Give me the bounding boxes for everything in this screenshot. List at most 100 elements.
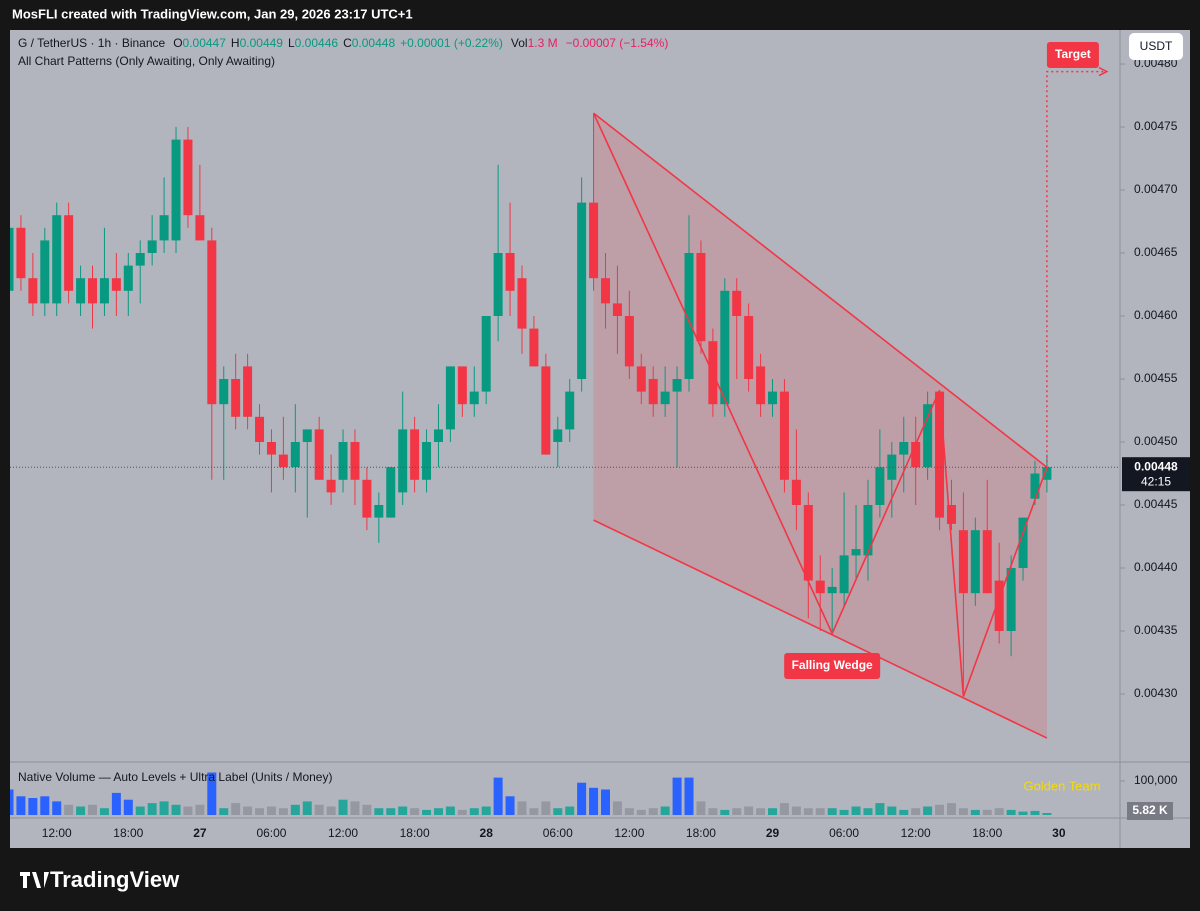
candle-body [601,278,610,304]
candle-body [899,441,909,455]
candle-body [744,316,754,379]
candle-body [64,215,74,291]
x-tick-label: 12:00 [42,826,72,840]
y-tick-label: 0.00450 [1134,434,1178,448]
volume-bar [815,808,825,815]
y-tick-label: 0.00430 [1134,686,1178,700]
volume-bar [40,796,50,815]
candle-body [732,290,742,317]
wedge-badge [784,653,881,679]
candle-body [1030,473,1040,499]
x-tick-label: 06:00 [543,826,573,840]
legend: G / TetherUS · 1h · Binance O0.00447 H0.00… [18,36,668,50]
volume-bar [159,801,169,815]
candle-body [266,441,276,455]
candle-body [374,504,384,518]
volume-bar [720,809,730,815]
volume-bar [123,799,133,815]
x-tick-label: 06:00 [829,826,859,840]
candle-body [219,378,229,405]
candle-body [935,391,945,518]
candle-body [529,328,539,367]
volume-bar [266,806,276,815]
candle-body [314,429,324,480]
candle-body [338,441,348,480]
candle-body [481,316,491,392]
candle-body [183,139,193,216]
c-val: 0.00448 [352,36,396,50]
volume-bar [362,804,372,815]
volume-bar [243,806,253,815]
candle-body [768,391,778,405]
x-tick-label: 12:00 [328,826,358,840]
volume-bar [601,789,610,815]
candle-body [612,303,622,317]
candle-body [875,467,885,505]
volume-bar [147,803,157,815]
target-badge [1046,42,1099,68]
candle-body [88,278,98,304]
candle-body [350,441,360,480]
vol-key: Vol [511,36,528,50]
symbol: G / TetherUS · 1h · Binance [18,36,166,50]
currency[interactable]: USDT [1140,39,1173,53]
candle-body [803,504,813,581]
candle-body [16,227,26,279]
volume-bar [469,808,479,815]
candle-body [362,479,372,518]
candle-body [779,391,789,480]
x-tick-label: 18:00 [400,826,430,840]
target-line [1046,70,1105,468]
candle-body [159,215,169,241]
candle-body [410,429,420,480]
volume-bar [326,806,336,815]
candle-body [565,391,575,430]
volume-bar [1006,809,1016,815]
volume-bar [517,801,527,815]
candle-body [433,429,443,442]
candle-body [326,479,336,493]
watermark: Golden Team [1023,778,1100,793]
candle-body [99,278,109,304]
candle-body [207,240,217,405]
wedge-zigzag [592,112,1048,697]
vol-val: 1.3 M [528,36,558,50]
volume-tick-label: 100,000 [1134,773,1178,787]
candle-body [147,240,157,254]
y-tick-label: 0.00445 [1134,497,1178,511]
x-tick-label: 30 [1052,826,1066,840]
y-tick-label: 0.00435 [1134,623,1178,637]
candle-body [624,316,634,367]
volume-bar [935,804,945,815]
candle-body [970,530,980,594]
currency-button[interactable] [1129,33,1183,60]
candle-body [40,240,50,304]
price-badge-label: 0.00448 [1134,459,1178,473]
volume-bar [839,809,849,815]
volume-bar [791,806,801,815]
volume-bar [290,804,300,815]
volume-bar [219,808,229,815]
volume-bar [863,808,873,815]
candle-body [827,586,837,594]
candle-body [684,253,694,379]
volume-bar [171,804,181,815]
volume-bar [16,796,26,815]
y-tick-label: 0.00465 [1134,245,1178,259]
candle-body [839,555,849,594]
volume-plot [10,772,1052,815]
candle-body [457,366,467,405]
volume-bar [374,808,384,815]
candle-body [911,441,921,468]
volume-bar [314,804,324,815]
candle-body [171,139,181,241]
y-tick-label: 0.00460 [1134,308,1178,322]
volume-bar [803,808,813,815]
volume-bar [64,804,74,815]
volume-bar [76,806,86,815]
volume-bar [28,798,38,815]
volume-bar [923,806,933,815]
x-tick-label: 12:00 [901,826,931,840]
candle-body [302,429,312,442]
